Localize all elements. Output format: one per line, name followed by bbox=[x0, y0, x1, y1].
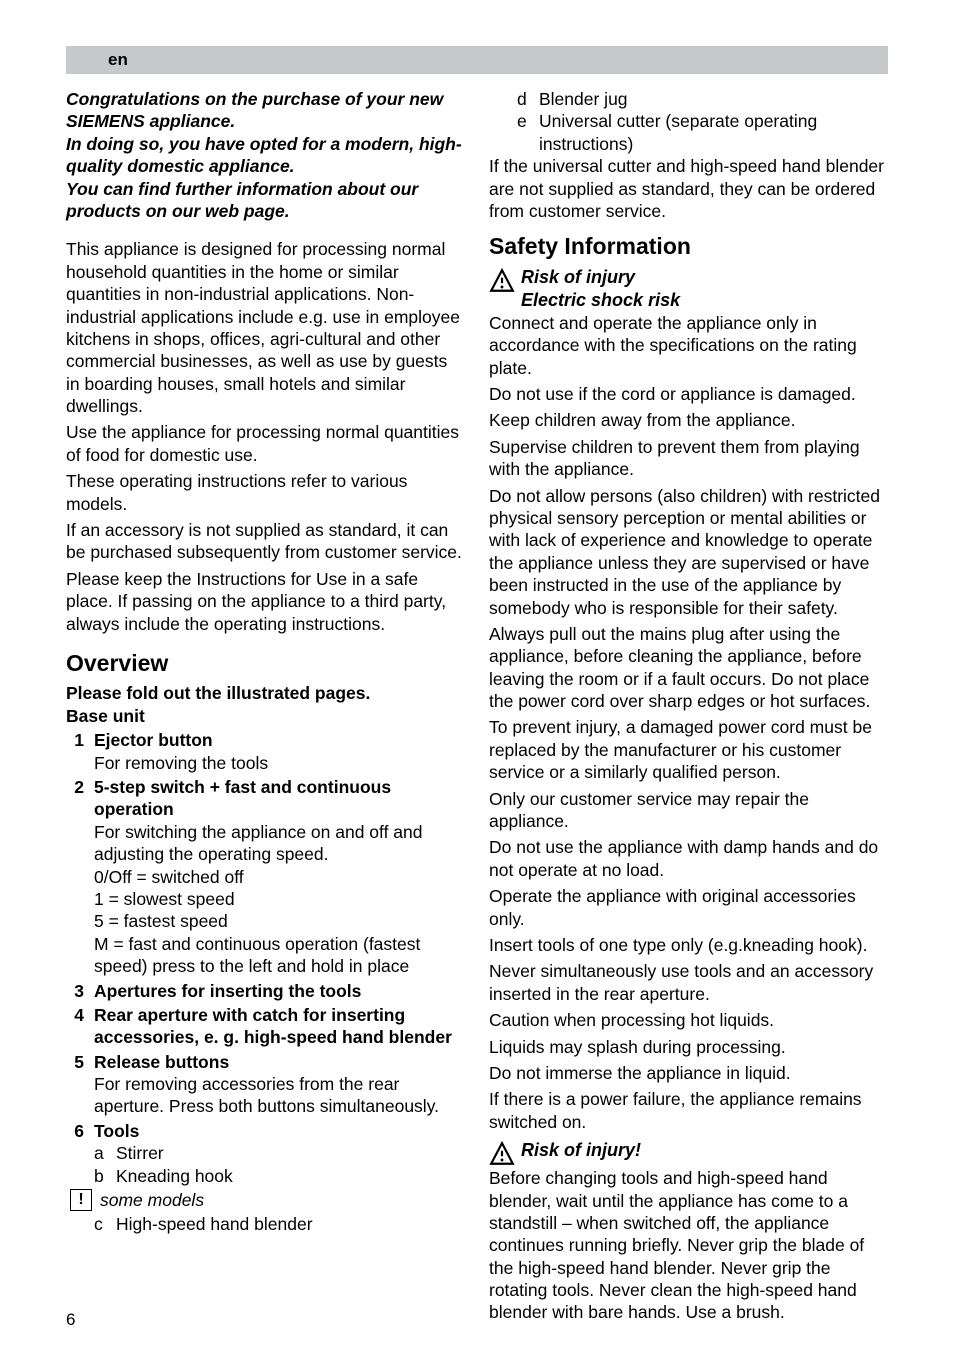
intro-line: You can find further information about o… bbox=[66, 178, 465, 223]
item-desc: For removing accessories from the rear a… bbox=[94, 1073, 465, 1118]
warning-subtitle: Electric shock risk bbox=[521, 289, 680, 312]
intro-block: Congratulations on the purchase of your … bbox=[66, 88, 465, 222]
item-desc: For removing the tools bbox=[94, 752, 465, 774]
list-item: 6 Tools a Stirrer b Kneading hook bbox=[66, 1120, 465, 1187]
item-title: 5-step switch + fast and continuous oper… bbox=[94, 776, 465, 821]
warning-triangle-icon bbox=[489, 1141, 515, 1167]
right-column: d Blender jug e Universal cutter (separa… bbox=[489, 88, 888, 1328]
body-paragraph: This appliance is designed for processin… bbox=[66, 238, 465, 417]
item-title: Rear aperture with catch for inserting a… bbox=[94, 1004, 465, 1049]
item-number: 2 bbox=[66, 776, 94, 978]
safety-paragraph: Caution when processing hot liquids. bbox=[489, 1009, 888, 1031]
model-note-text: some models bbox=[100, 1189, 204, 1211]
item-desc: 1 = slowest speed bbox=[94, 888, 465, 910]
sub-item: c High-speed hand blender bbox=[94, 1213, 465, 1235]
item-desc: M = fast and continuous operation (faste… bbox=[94, 933, 465, 978]
body-paragraph: If an accessory is not supplied as stand… bbox=[66, 519, 465, 564]
safety-paragraph: Supervise children to prevent them from … bbox=[489, 436, 888, 481]
sub-item: b Kneading hook bbox=[94, 1165, 465, 1187]
safety-paragraph: To prevent injury, a damaged power cord … bbox=[489, 716, 888, 783]
list-item: 5 Release buttons For removing accessori… bbox=[66, 1051, 465, 1118]
body-paragraph: Please keep the Instructions for Use in … bbox=[66, 568, 465, 635]
list-item: c High-speed hand blender bbox=[66, 1213, 465, 1235]
language-label: en bbox=[108, 50, 128, 70]
safety-paragraph: Never simultaneously use tools and an ac… bbox=[489, 960, 888, 1005]
model-note-row: ! some models bbox=[70, 1189, 465, 1211]
item-number: 3 bbox=[66, 980, 94, 1002]
body-paragraph: Use the appliance for processing normal … bbox=[66, 421, 465, 466]
sub-text: Blender jug bbox=[539, 88, 628, 110]
list-item: 1 Ejector button For removing the tools bbox=[66, 729, 465, 774]
item-title: Apertures for inserting the tools bbox=[94, 980, 465, 1002]
sub-letter: b bbox=[94, 1165, 116, 1187]
safety-paragraph: Only our customer service may repair the… bbox=[489, 788, 888, 833]
sub-item: e Universal cutter (separate operating i… bbox=[517, 110, 888, 155]
manual-page: en Congratulations on the purchase of yo… bbox=[0, 0, 954, 1358]
safety-paragraph: Before changing tools and high-speed han… bbox=[489, 1167, 888, 1324]
item-number: 5 bbox=[66, 1051, 94, 1118]
list-item: 3 Apertures for inserting the tools bbox=[66, 980, 465, 1002]
safety-paragraph: Keep children away from the appliance. bbox=[489, 409, 888, 431]
warning-triangle-icon bbox=[489, 268, 515, 294]
warning-block: Risk of injury Electric shock risk bbox=[489, 266, 888, 312]
safety-paragraph: Liquids may splash during processing. bbox=[489, 1036, 888, 1058]
sub-letter: d bbox=[517, 88, 539, 110]
safety-paragraph: Do not use the appliance with damp hands… bbox=[489, 836, 888, 881]
sub-text: Stirrer bbox=[116, 1142, 164, 1164]
base-unit-label: Base unit bbox=[66, 705, 465, 727]
warning-title: Risk of injury! bbox=[521, 1139, 641, 1162]
list-item: 2 5-step switch + fast and continuous op… bbox=[66, 776, 465, 978]
fold-out-note: Please fold out the illustrated pages. bbox=[66, 682, 465, 704]
intro-line: Congratulations on the purchase of your … bbox=[66, 88, 465, 133]
item-number: 1 bbox=[66, 729, 94, 774]
warning-title: Risk of injury bbox=[521, 266, 680, 289]
item-desc: For switching the appliance on and off a… bbox=[94, 821, 465, 866]
sub-item: a Stirrer bbox=[94, 1142, 465, 1164]
safety-paragraph: Do not use if the cord or appliance is d… bbox=[489, 383, 888, 405]
sub-text: Universal cutter (separate operating ins… bbox=[539, 110, 888, 155]
item-title: Release buttons bbox=[94, 1051, 465, 1073]
item-number bbox=[66, 1213, 94, 1235]
warning-block: Risk of injury! bbox=[489, 1139, 888, 1167]
item-desc: 0/Off = switched off bbox=[94, 866, 465, 888]
safety-paragraph: If there is a power failure, the applian… bbox=[489, 1088, 888, 1133]
intro-line: In doing so, you have opted for a modern… bbox=[66, 133, 465, 178]
sub-letter: c bbox=[94, 1213, 116, 1235]
overview-heading: Overview bbox=[66, 649, 465, 678]
left-column: Congratulations on the purchase of your … bbox=[66, 88, 465, 1328]
item-title: Ejector button bbox=[94, 729, 465, 751]
content-columns: Congratulations on the purchase of your … bbox=[66, 88, 888, 1328]
sub-letter: e bbox=[517, 110, 539, 155]
safety-paragraph: Insert tools of one type only (e.g.knead… bbox=[489, 934, 888, 956]
body-paragraph: These operating instructions refer to va… bbox=[66, 470, 465, 515]
list-item: 4 Rear aperture with catch for inserting… bbox=[66, 1004, 465, 1049]
page-number: 6 bbox=[66, 1310, 75, 1330]
language-bar: en bbox=[66, 46, 888, 74]
sub-item: d Blender jug bbox=[517, 88, 888, 110]
sub-text: High-speed hand blender bbox=[116, 1213, 313, 1235]
sub-text: Kneading hook bbox=[116, 1165, 233, 1187]
safety-heading: Safety Information bbox=[489, 232, 888, 261]
sub-letter: a bbox=[94, 1142, 116, 1164]
item-number: 4 bbox=[66, 1004, 94, 1049]
safety-paragraph: Connect and operate the appliance only i… bbox=[489, 312, 888, 379]
item-title: Tools bbox=[94, 1120, 465, 1142]
safety-paragraph: Operate the appliance with original acce… bbox=[489, 885, 888, 930]
item-desc: 5 = fastest speed bbox=[94, 910, 465, 932]
exclamation-icon: ! bbox=[70, 1189, 92, 1211]
safety-paragraph: Always pull out the mains plug after usi… bbox=[489, 623, 888, 713]
safety-paragraph: Do not allow persons (also children) wit… bbox=[489, 485, 888, 619]
body-paragraph: If the universal cutter and high-speed h… bbox=[489, 155, 888, 222]
safety-paragraph: Do not immerse the appliance in liquid. bbox=[489, 1062, 888, 1084]
item-number: 6 bbox=[66, 1120, 94, 1187]
